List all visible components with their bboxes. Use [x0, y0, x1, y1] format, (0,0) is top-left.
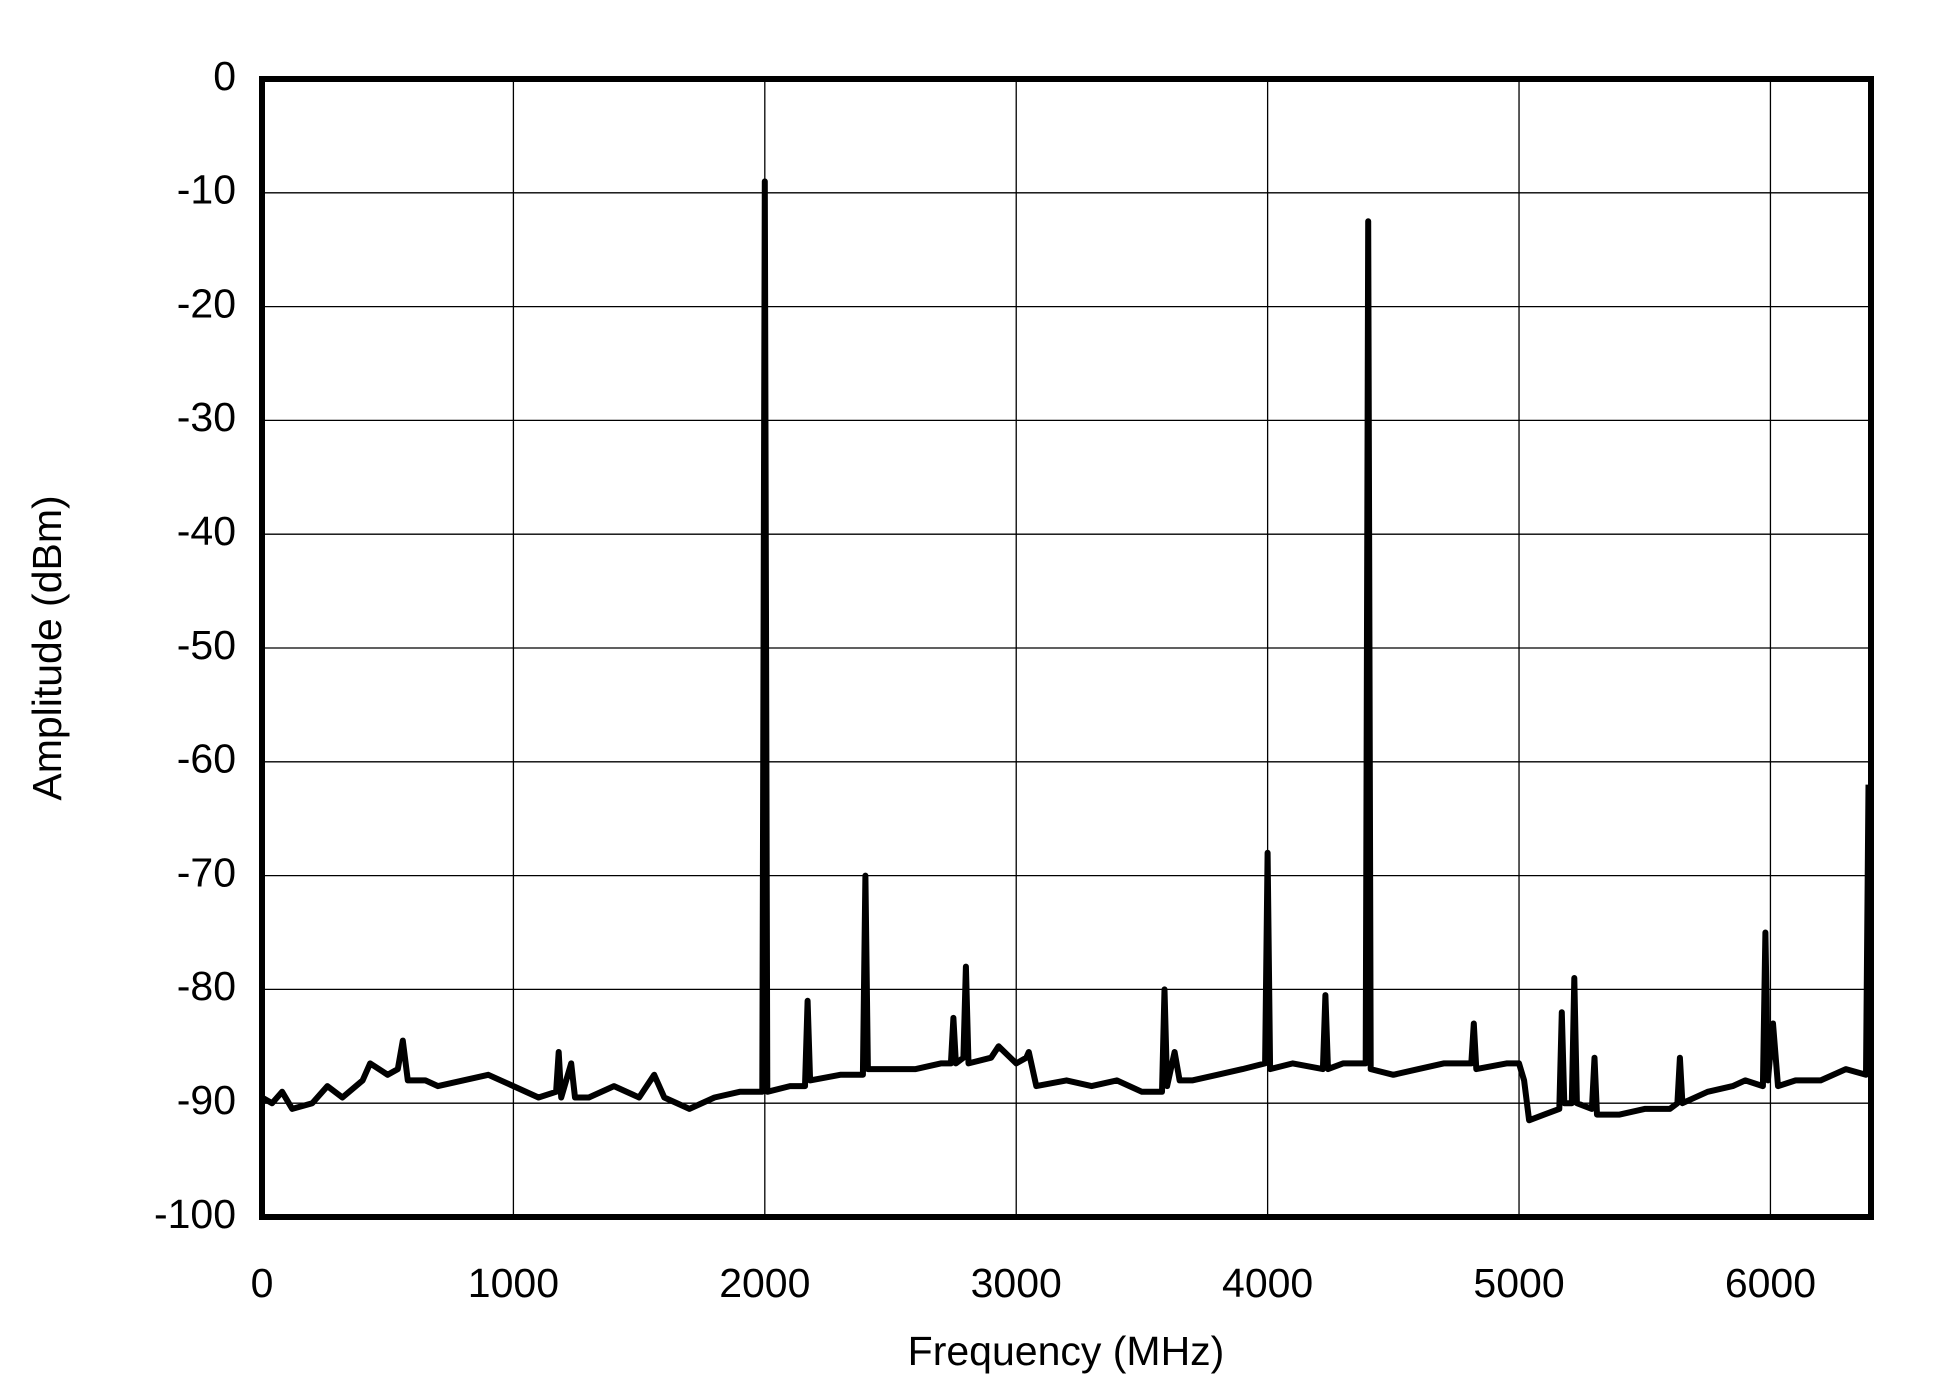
y-tick-label: -20 — [177, 280, 236, 326]
x-tick-label: 2000 — [719, 1260, 810, 1306]
y-tick-label: -90 — [177, 1077, 236, 1123]
y-tick-label: -80 — [177, 963, 236, 1009]
x-tick-label: 0 — [251, 1260, 274, 1306]
y-tick-label: 0 — [213, 53, 236, 99]
y-tick-label: -30 — [177, 394, 236, 440]
y-tick-label: -50 — [177, 622, 236, 668]
y-tick-label: -40 — [177, 508, 236, 554]
x-tick-label: 3000 — [971, 1260, 1062, 1306]
x-axis-title: Frequency (MHz) — [908, 1328, 1225, 1374]
y-axis-title: Amplitude (dBm) — [24, 495, 70, 800]
y-tick-label: -70 — [177, 849, 236, 895]
y-tick-label: -10 — [177, 167, 236, 213]
x-tick-label: 5000 — [1473, 1260, 1564, 1306]
y-tick-label: -100 — [154, 1191, 236, 1237]
spectrum-line — [260, 178, 1872, 1124]
plot-frame — [259, 76, 1874, 1220]
x-tick-label: 1000 — [468, 1260, 559, 1306]
x-tick-label: 4000 — [1222, 1260, 1313, 1306]
x-tick-label: 6000 — [1725, 1260, 1816, 1306]
y-tick-label: -60 — [177, 736, 236, 782]
